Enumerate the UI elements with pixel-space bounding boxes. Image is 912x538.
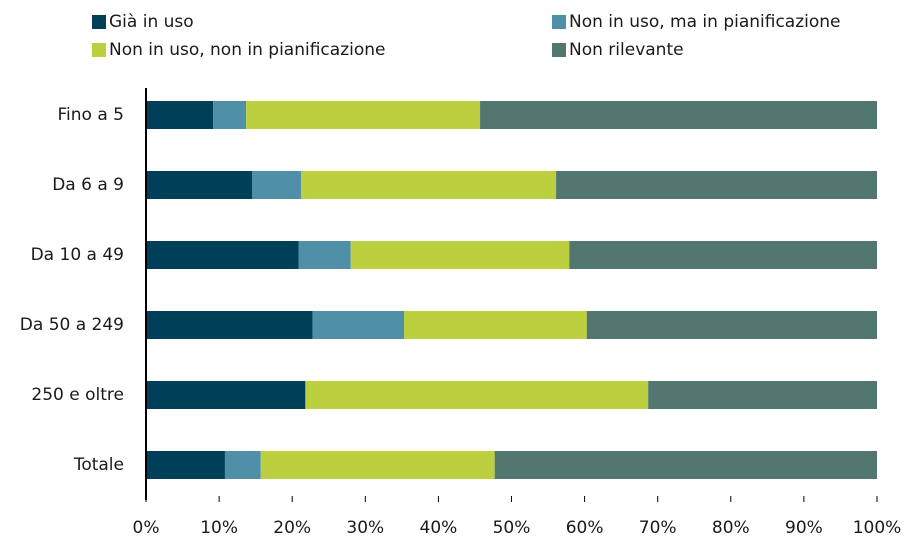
bar-segment xyxy=(300,171,557,199)
x-tick-label: 10% xyxy=(200,518,238,538)
y-tick-label: Da 6 a 9 xyxy=(52,175,124,195)
bar-segment xyxy=(305,381,649,409)
legend-swatch xyxy=(552,15,566,29)
bar-segment xyxy=(648,381,877,409)
legend-swatch xyxy=(92,43,106,57)
x-tick-label: 50% xyxy=(493,518,531,538)
bar-segment xyxy=(146,171,252,199)
x-tick-label: 30% xyxy=(346,518,384,538)
bar-segment xyxy=(146,311,313,339)
bar-segment xyxy=(146,101,214,129)
bar-segment xyxy=(312,311,405,339)
bar-segment xyxy=(246,101,481,129)
bar-segment xyxy=(224,451,261,479)
bar-segment xyxy=(480,101,877,129)
bar-segment xyxy=(146,381,306,409)
x-tick-label: 60% xyxy=(566,518,604,538)
x-tick-label: 100% xyxy=(853,518,902,538)
bar-segment xyxy=(350,241,570,269)
x-tick-label: 20% xyxy=(273,518,311,538)
legend-swatch xyxy=(92,15,106,29)
bar-segment xyxy=(251,171,301,199)
bar-segment xyxy=(586,311,877,339)
bar-segment xyxy=(260,451,495,479)
x-tick-label: 70% xyxy=(639,518,677,538)
y-tick-label: Totale xyxy=(73,455,124,475)
y-tick-label: Da 50 a 249 xyxy=(20,315,124,335)
bar-segment xyxy=(494,451,877,479)
bar-segment xyxy=(213,101,247,129)
bar-segment xyxy=(569,241,877,269)
y-tick-label: Da 10 a 49 xyxy=(31,245,124,265)
x-tick-label: 0% xyxy=(133,518,160,538)
y-tick-label: Fino a 5 xyxy=(58,105,124,125)
bar-segment xyxy=(556,171,877,199)
legend-label: Non in uso, non in pianificazione xyxy=(109,40,385,60)
bar-segment xyxy=(404,311,587,339)
legend-label: Non in uso, ma in pianificazione xyxy=(569,12,841,32)
bar-segment xyxy=(146,241,299,269)
x-tick-label: 90% xyxy=(785,518,823,538)
x-tick-label: 80% xyxy=(712,518,750,538)
y-tick-label: 250 e oltre xyxy=(31,385,124,405)
x-tick-label: 40% xyxy=(420,518,458,538)
legend-label: Non rilevante xyxy=(569,40,684,60)
legend-swatch xyxy=(552,43,566,57)
legend-label: Già in uso xyxy=(109,12,194,32)
bar-segment xyxy=(146,451,225,479)
bar-segment xyxy=(298,241,351,269)
